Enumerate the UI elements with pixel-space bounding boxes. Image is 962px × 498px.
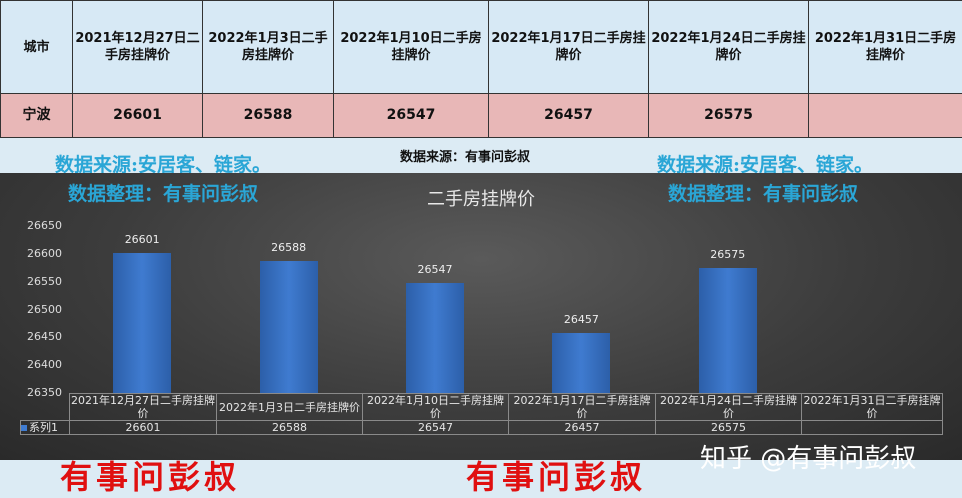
y-tick-label: 26500 xyxy=(6,303,62,316)
y-tick-label: 26650 xyxy=(6,219,62,232)
data-table-series-row: 系列1 26601 26588 26547 26457 26575 xyxy=(21,421,943,435)
category-label: 2022年1月24日二手房挂牌价 xyxy=(656,394,802,421)
bar-data-label: 26575 xyxy=(688,248,768,261)
y-tick-label: 26400 xyxy=(6,358,62,371)
bar-data-label: 26601 xyxy=(102,233,182,246)
data-table-corner xyxy=(21,394,70,421)
data-table-value: 26588 xyxy=(217,421,363,435)
watermark-organizer-left: 数据整理：有事问彭叔 xyxy=(68,179,258,206)
data-table-value: 26457 xyxy=(509,421,656,435)
header-cell: 2021年12月27日二手房挂牌价 xyxy=(73,1,203,94)
table-cell xyxy=(809,94,962,138)
legend-entry: 系列1 xyxy=(21,421,70,435)
bar xyxy=(113,253,171,393)
table-cell: 26457 xyxy=(489,94,649,138)
y-tick-label: 26450 xyxy=(6,330,62,343)
red-watermark-right: 有事问彭叔 xyxy=(466,452,646,498)
header-cell: 2022年1月24日二手房挂牌价 xyxy=(649,1,809,94)
watermark-organizer-right: 数据整理：有事问彭叔 xyxy=(668,179,858,206)
zhihu-watermark: 知乎 @有事问彭叔 xyxy=(700,438,916,475)
table-row: 宁波 26601 26588 26547 26457 26575 xyxy=(1,94,962,138)
data-table-value: 26601 xyxy=(70,421,217,435)
y-tick-label: 26550 xyxy=(6,275,62,288)
bar xyxy=(552,333,610,393)
bar-data-label: 26588 xyxy=(249,241,329,254)
red-watermark-left: 有事问彭叔 xyxy=(60,452,240,498)
bar-data-label: 26547 xyxy=(395,263,475,276)
bar xyxy=(406,283,464,393)
category-label: 2022年1月10日二手房挂牌价 xyxy=(363,394,509,421)
data-table-value xyxy=(802,421,943,435)
bar xyxy=(699,268,757,393)
chart-data-table: 2021年12月27日二手房挂牌价 2022年1月3日二手房挂牌价 2022年1… xyxy=(20,393,943,435)
table-header-row: 城市 2021年12月27日二手房挂牌价 2022年1月3日二手房挂牌价 202… xyxy=(1,1,962,94)
category-label: 2022年1月17日二手房挂牌价 xyxy=(509,394,656,421)
header-cell: 2022年1月3日二手房挂牌价 xyxy=(203,1,334,94)
legend-label: 系列1 xyxy=(29,421,58,434)
table-cell: 26588 xyxy=(203,94,334,138)
table-cell: 26575 xyxy=(649,94,809,138)
table-cell: 宁波 xyxy=(1,94,73,138)
header-cell: 2022年1月17日二手房挂牌价 xyxy=(489,1,649,94)
header-cell: 2022年1月10日二手房挂牌价 xyxy=(334,1,489,94)
data-table-header-row: 2021年12月27日二手房挂牌价 2022年1月3日二手房挂牌价 2022年1… xyxy=(21,394,943,421)
category-label: 2022年1月3日二手房挂牌价 xyxy=(217,394,363,421)
legend-swatch xyxy=(21,425,27,431)
header-cell: 2022年1月31日二手房挂牌价 xyxy=(809,1,962,94)
bar xyxy=(260,261,318,393)
price-table: 城市 2021年12月27日二手房挂牌价 2022年1月3日二手房挂牌价 202… xyxy=(0,0,962,138)
category-label: 2022年1月31日二手房挂牌价 xyxy=(802,394,943,421)
y-tick-label: 26600 xyxy=(6,247,62,260)
table-cell: 26547 xyxy=(334,94,489,138)
header-cell: 城市 xyxy=(1,1,73,94)
bar-data-label: 26457 xyxy=(541,313,621,326)
table-cell: 26601 xyxy=(73,94,203,138)
data-table-value: 26575 xyxy=(656,421,802,435)
data-table-value: 26547 xyxy=(363,421,509,435)
category-label: 2021年12月27日二手房挂牌价 xyxy=(70,394,217,421)
source-center-label: 数据来源：有事问彭叔 xyxy=(400,146,530,165)
